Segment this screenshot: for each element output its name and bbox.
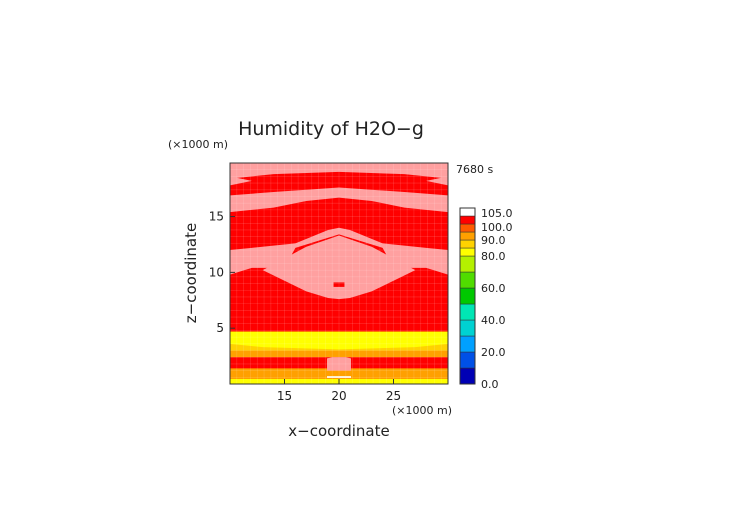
colorbar-tick-label: 80.0 [481,250,506,263]
colorbar-band [459,271,476,289]
colorbar-band [459,215,476,225]
field-central-cell [327,357,351,371]
y-axis: 5 10 15 [209,210,235,335]
chart-title: Humidity of H2O−g [238,118,424,140]
time-label: 7680 s [456,163,493,176]
y-tick-label: 10 [209,265,224,279]
field-surface-orange [230,368,448,379]
colorbar-band [459,303,476,321]
field-lower-orange [230,350,448,358]
x-tick-label: 15 [277,389,292,403]
colorbar-band [459,231,476,241]
field-dome-core [333,282,345,287]
field-top-left-lobe [230,176,252,186]
colorbar-tick-label: 40.0 [481,314,506,327]
field-top-band [230,163,448,179]
colorbar-tick-label: 20.0 [481,346,506,359]
colorbar-band [459,239,476,249]
field-low-yellow [230,331,448,351]
colorbar-tick-label: 0.0 [481,378,499,391]
field-mid-dome [262,235,416,300]
y-axis-label: z−coordinate [182,223,200,323]
humidity-field [230,163,448,384]
colorbar-band [459,367,476,385]
y-tick-label: 5 [216,321,224,335]
colorbar-band [459,319,476,337]
colorbar-frame [459,207,476,385]
colorbar-tick-label: 60.0 [481,282,506,295]
colorbar-band [459,351,476,369]
colorbar-band [459,287,476,305]
x-axis: 15 20 25 [277,379,401,403]
colorbar-band [459,223,476,233]
field-upper-band [230,187,448,213]
field-low-gold [230,343,448,351]
colorbar-band [459,335,476,353]
colorbar-band [459,207,476,217]
field-central-sliver [327,376,351,378]
x-tick-label: 25 [386,389,401,403]
colorbar-band [459,247,476,257]
y-unit-label: (×1000 m) [168,138,228,151]
y-tick-label: 15 [209,210,224,224]
colorbar-band [459,255,476,273]
colorbar-tick-label: 100.0 [481,221,513,234]
x-unit-label: (×1000 m) [392,404,452,417]
x-axis-label: x−coordinate [288,422,389,440]
x-tick-label: 20 [331,389,346,403]
grid [229,163,449,385]
field-top-right-lobe [426,176,448,186]
colorbar-tick-label: 105.0 [481,207,513,220]
colorbar-tick-label: 90.0 [481,234,506,247]
